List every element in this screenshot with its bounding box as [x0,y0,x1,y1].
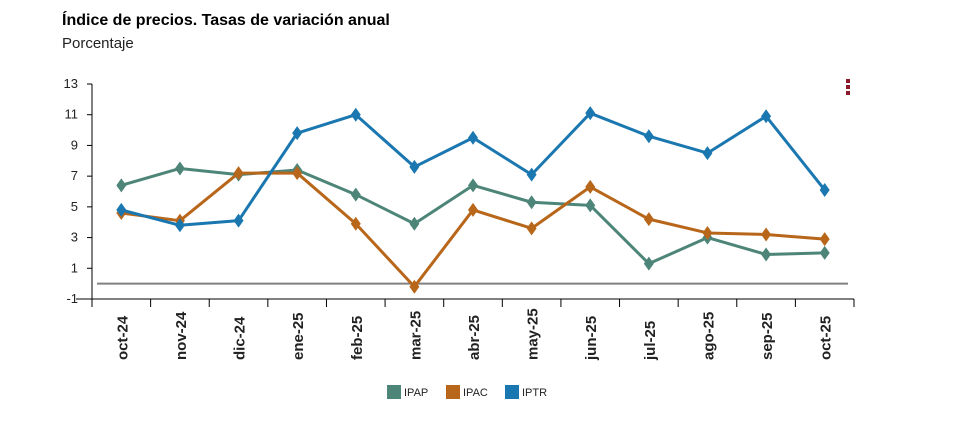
data-point-iptr [350,107,361,122]
y-tick-label: 13 [64,76,78,91]
data-point-ipac [585,179,596,194]
y-tick-label: 1 [71,260,78,275]
data-point-ipap [643,256,654,271]
legend-label-ipac: IPAC [463,387,488,399]
x-category-label: jun-25 [583,316,600,361]
data-point-ipap [585,198,596,213]
data-point-ipac [468,202,478,217]
data-point-iptr [819,182,830,197]
x-category-label: mar-25 [407,311,424,360]
x-category-label: sep-25 [759,312,776,360]
data-point-iptr [643,129,654,144]
data-point-iptr [233,213,244,228]
data-point-ipac [350,216,361,231]
x-category-label: nov-24 [173,311,190,360]
y-tick-label: 5 [71,199,78,214]
y-tick-label: 11 [65,107,79,122]
y-tick-label: 9 [71,137,78,152]
data-point-iptr [292,126,303,141]
data-point-iptr [702,146,713,161]
legend-swatch-iptr [505,385,519,399]
series-ipac [116,166,830,294]
data-point-ipap [174,161,185,176]
data-point-ipap [409,216,420,231]
legend-label-iptr: IPTR [522,387,547,399]
data-point-ipap [468,178,478,193]
x-category-label: dic-24 [232,316,249,360]
data-point-ipap [350,187,361,202]
data-point-ipac [526,221,537,236]
y-tick-label: -1 [66,291,78,306]
data-point-iptr [116,202,127,217]
x-category-label: abr-25 [466,315,483,360]
legend-swatch-ipap [387,385,401,399]
x-category-label: jul-25 [642,321,659,361]
data-point-iptr [409,159,420,174]
data-point-ipac [233,166,244,181]
data-point-iptr [468,130,478,145]
x-category-label: may-25 [525,308,542,360]
data-point-ipap [526,195,537,210]
x-category-label: ago-25 [700,312,717,360]
more-options-icon[interactable] [844,79,852,97]
data-point-ipap [116,178,127,193]
data-point-ipap [819,245,830,260]
data-point-iptr [761,109,772,124]
legend-label-ipap: IPAP [404,387,428,399]
y-tick-label: 3 [71,230,78,245]
x-category-label: oct-24 [114,315,131,360]
legend-swatch-ipac [446,385,460,399]
data-point-ipac [819,232,830,247]
x-category-label: oct-25 [818,316,835,360]
x-category-label: feb-25 [349,316,366,360]
x-category-label: ene-25 [290,312,307,360]
data-point-ipap [761,247,772,262]
data-point-ipac [643,212,654,227]
data-point-iptr [174,218,185,233]
series-iptr [116,106,830,233]
data-point-ipac [702,225,713,240]
data-point-iptr [585,106,596,121]
data-point-iptr [526,167,537,182]
data-point-ipac [409,279,420,294]
data-point-ipac [292,166,303,181]
y-tick-label: 7 [71,168,78,183]
chart-title: Índice de precios. Tasas de variación an… [62,12,390,29]
chart-subtitle: Porcentaje [62,35,134,52]
data-point-ipac [761,227,772,242]
